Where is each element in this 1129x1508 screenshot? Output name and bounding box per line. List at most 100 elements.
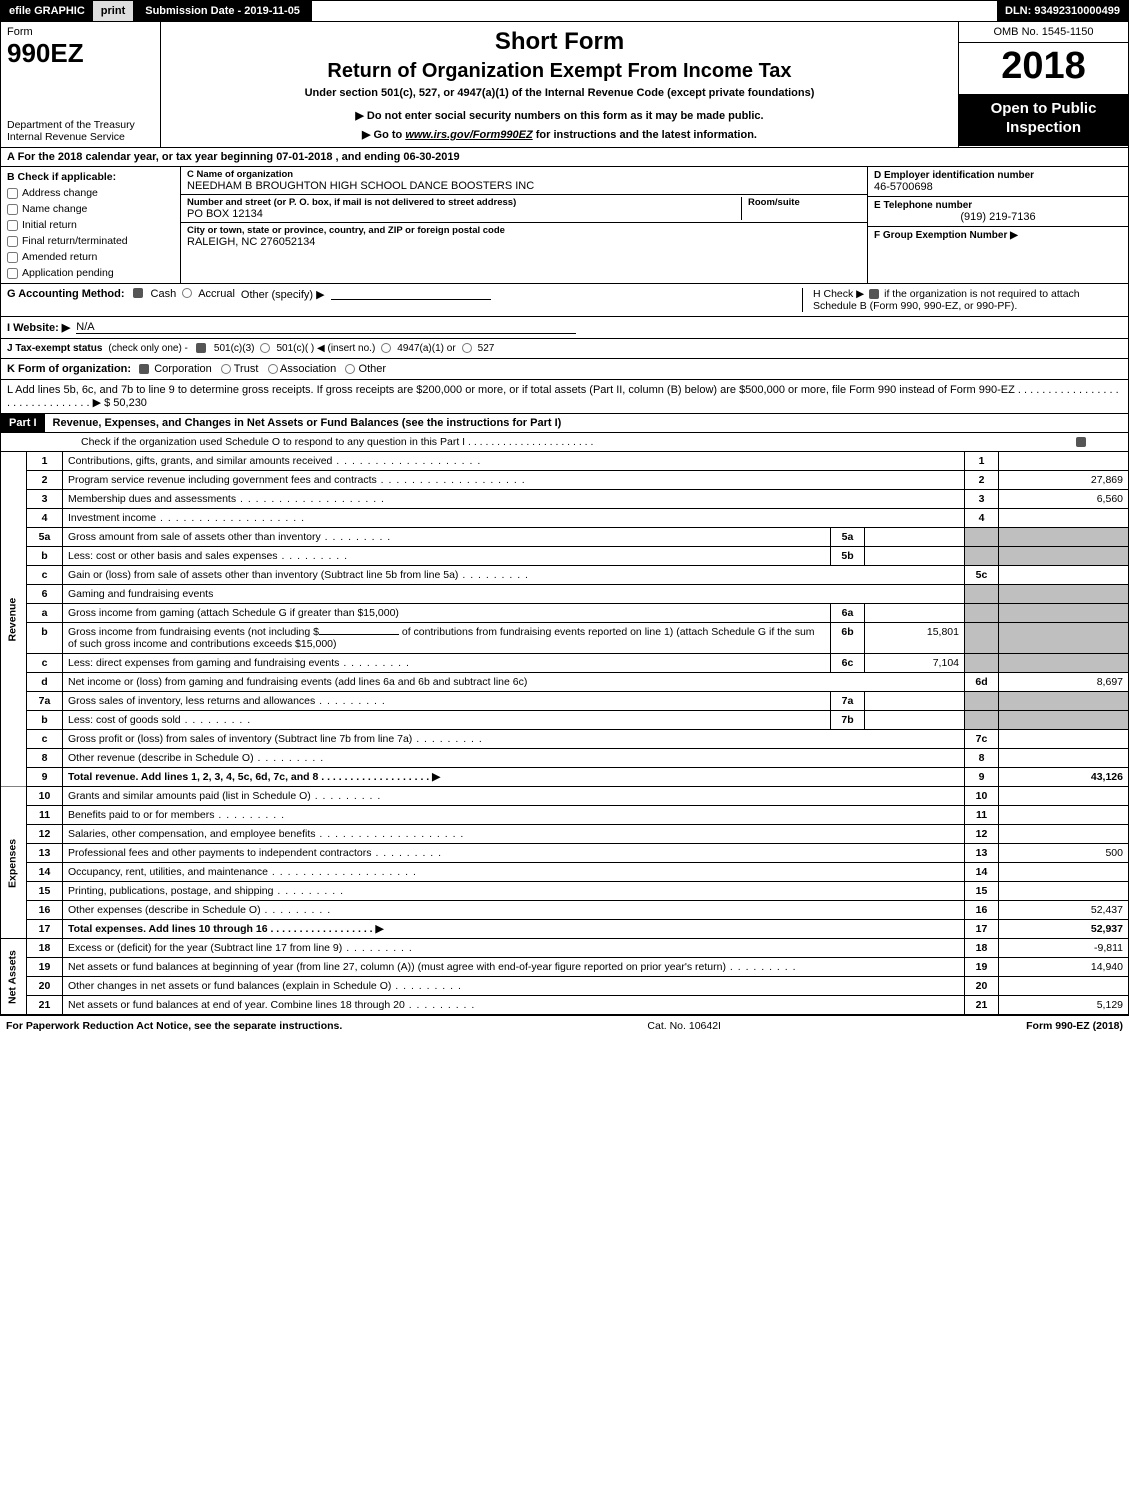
org-city: RALEIGH, NC 276052134 — [187, 236, 861, 248]
line-desc: Grants and similar amounts paid (list in… — [68, 790, 381, 802]
line-value — [999, 787, 1129, 806]
radio-icon[interactable] — [345, 364, 355, 374]
line-value — [999, 806, 1129, 825]
checkbox-address-change[interactable]: Address change — [7, 187, 174, 199]
line-value: 5,129 — [999, 996, 1129, 1015]
checkbox-input[interactable] — [7, 188, 18, 199]
line-outnum: 20 — [965, 977, 999, 996]
checkbox-input[interactable] — [7, 220, 18, 231]
chk-label: Name change — [22, 203, 87, 215]
line-num: 8 — [27, 749, 63, 768]
line-inval — [865, 547, 965, 566]
radio-icon[interactable] — [268, 364, 278, 374]
line-16: 16Other expenses (describe in Schedule O… — [1, 901, 1129, 920]
dln-label: DLN: 93492310000499 — [997, 1, 1128, 21]
line-desc: Membership dues and assessments — [68, 493, 385, 505]
line-num: 2 — [27, 471, 63, 490]
line-desc: Less: direct expenses from gaming and fu… — [68, 657, 410, 669]
line-9: 9 Total revenue. Add lines 1, 2, 3, 4, 5… — [1, 768, 1129, 787]
g-other-fill[interactable] — [331, 288, 491, 300]
column-d: D Employer identification number 46-5700… — [868, 167, 1128, 283]
checkbox-amended-return[interactable]: Amended return — [7, 251, 174, 263]
line-inval: 15,801 — [865, 623, 965, 654]
form-header: Form 990EZ Department of the Treasury In… — [0, 22, 1129, 148]
line-outnum: 11 — [965, 806, 999, 825]
footer-form-id: Form 990-EZ (2018) — [1026, 1020, 1123, 1032]
lines-table: Revenue 1 Contributions, gifts, grants, … — [0, 452, 1129, 1015]
line-inval — [865, 711, 965, 730]
line-desc: Other revenue (describe in Schedule O) — [68, 752, 324, 764]
line-num: b — [27, 547, 63, 566]
line-outnum: 12 — [965, 825, 999, 844]
checkbox-input[interactable] — [7, 252, 18, 263]
radio-icon[interactable] — [182, 288, 192, 298]
line-desc: Less: cost of goods sold — [68, 714, 251, 726]
line-5b: b Less: cost or other basis and sales ex… — [1, 547, 1129, 566]
line-value: 27,869 — [999, 471, 1129, 490]
line-7c: c Gross profit or (loss) from sales of i… — [1, 730, 1129, 749]
shaded-cell — [999, 623, 1129, 654]
line-desc: Salaries, other compensation, and employ… — [68, 828, 464, 840]
line-innum: 5b — [831, 547, 865, 566]
department-label: Department of the Treasury Internal Reve… — [7, 119, 154, 143]
row-h: H Check ▶ if the organization is not req… — [802, 288, 1122, 312]
top-bar: efile GRAPHIC print Submission Date - 20… — [0, 0, 1129, 22]
radio-icon[interactable] — [260, 343, 270, 353]
tax-year: 2018 — [959, 43, 1128, 94]
line-num: 5a — [27, 528, 63, 547]
checkbox-name-change[interactable]: Name change — [7, 203, 174, 215]
line-num: 10 — [27, 787, 63, 806]
irs-link[interactable]: www.irs.gov/Form990EZ — [405, 129, 532, 141]
line-8: 8 Other revenue (describe in Schedule O)… — [1, 749, 1129, 768]
shaded-cell — [965, 528, 999, 547]
line-7a: 7a Gross sales of inventory, less return… — [1, 692, 1129, 711]
rows-kl: K Form of organization: Corporation Trus… — [0, 359, 1129, 414]
line-outnum: 18 — [965, 939, 999, 958]
line-innum: 7b — [831, 711, 865, 730]
part-i-title: Revenue, Expenses, and Changes in Net As… — [45, 414, 1128, 432]
line-innum: 5a — [831, 528, 865, 547]
line-6d: d Net income or (loss) from gaming and f… — [1, 673, 1129, 692]
k-opt-trust: Trust — [234, 363, 259, 375]
line-6b: b Gross income from fundraising events (… — [1, 623, 1129, 654]
line-desc: Gross amount from sale of assets other t… — [68, 531, 391, 543]
section-bcd: B Check if applicable: Address change Na… — [0, 167, 1129, 284]
radio-icon[interactable] — [221, 364, 231, 374]
c-addr-label: Number and street (or P. O. box, if mail… — [187, 197, 741, 208]
fill-blank[interactable] — [319, 634, 399, 635]
bullet-icon — [1076, 437, 1086, 447]
line-10: Expenses 10 Grants and similar amounts p… — [1, 787, 1129, 806]
line-value — [999, 749, 1129, 768]
radio-icon[interactable] — [381, 343, 391, 353]
checkbox-input[interactable] — [7, 236, 18, 247]
line-value — [999, 730, 1129, 749]
row-l: L Add lines 5b, 6c, and 7b to line 9 to … — [1, 380, 1128, 413]
checkbox-input[interactable] — [7, 268, 18, 279]
line-num: 11 — [27, 806, 63, 825]
checkbox-final-return[interactable]: Final return/terminated — [7, 235, 174, 247]
j-opt1: 501(c)(3) — [214, 343, 255, 354]
print-button[interactable]: print — [93, 1, 133, 21]
line-num: a — [27, 604, 63, 623]
checkbox-application-pending[interactable]: Application pending — [7, 267, 174, 279]
line-6a: a Gross income from gaming (attach Sched… — [1, 604, 1129, 623]
line-innum: 6b — [831, 623, 865, 654]
line-13: 13Professional fees and other payments t… — [1, 844, 1129, 863]
column-c: C Name of organization NEEDHAM B BROUGHT… — [181, 167, 868, 283]
g-label: G Accounting Method: — [7, 288, 125, 300]
line-desc: Printing, publications, postage, and shi… — [68, 885, 344, 897]
line-17: 17Total expenses. Add lines 10 through 1… — [1, 920, 1129, 939]
k-opt-corporation: Corporation — [154, 363, 211, 375]
radio-icon[interactable] — [462, 343, 472, 353]
shaded-cell — [999, 604, 1129, 623]
checkbox-initial-return[interactable]: Initial return — [7, 219, 174, 231]
line-desc: Professional fees and other payments to … — [68, 847, 442, 859]
chk-label: Amended return — [22, 251, 97, 263]
checkbox-input[interactable] — [7, 204, 18, 215]
line-5a: 5a Gross amount from sale of assets othe… — [1, 528, 1129, 547]
h-text1: H Check ▶ — [813, 288, 864, 300]
line-outnum: 7c — [965, 730, 999, 749]
short-form-title: Short Form — [171, 28, 948, 56]
submission-date: Submission Date - 2019-11-05 — [133, 1, 312, 21]
chk-label: Application pending — [22, 267, 114, 279]
